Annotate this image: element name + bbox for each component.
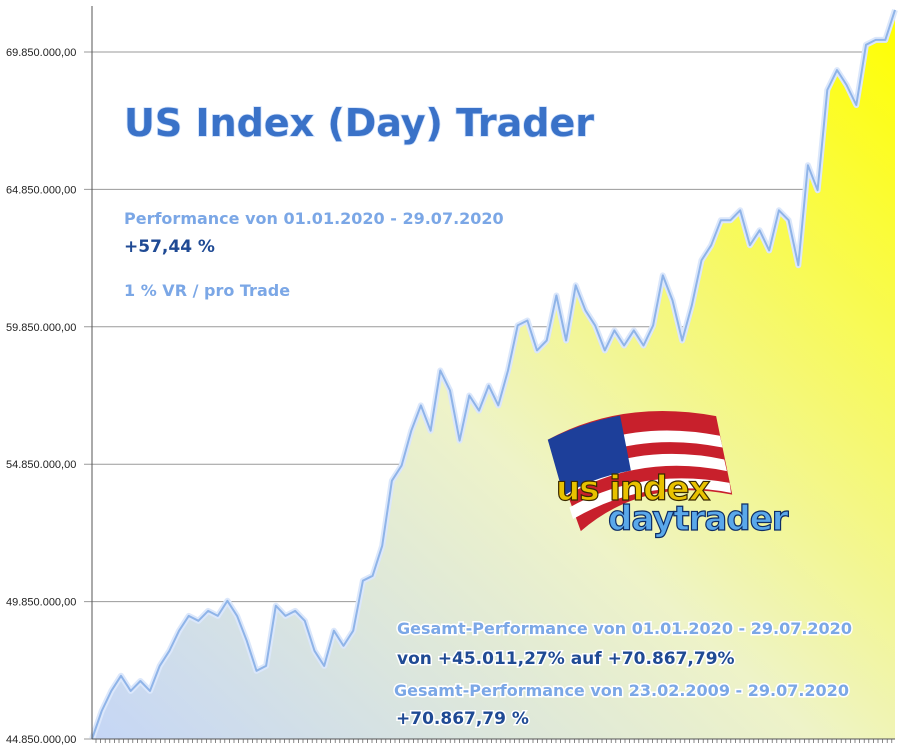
- y-tick-label: 44.850.000,00: [6, 734, 76, 745]
- annotation: +57,44 %: [124, 237, 215, 257]
- line: [91, 9, 896, 740]
- y-tick-label: 54.850.000,00: [6, 459, 76, 471]
- y-tick-label: 49.850.000,00: [6, 597, 76, 609]
- annotation: von +45.011,27% auf +70.867,79%: [397, 649, 735, 669]
- x-axis-ticks: [95, 739, 893, 743]
- annotation: Performance von 01.01.2020 - 29.07.2020: [124, 209, 504, 228]
- y-tick-label: 64.850.000,00: [6, 184, 76, 196]
- chart-title: US Index (Day) Trader: [124, 101, 594, 145]
- logo: [547, 411, 733, 532]
- annotation: Gesamt-Performance von 01.01.2020 - 29.0…: [397, 619, 852, 638]
- annotation: +70.867,79 %: [396, 709, 529, 729]
- y-tick-label: 69.850.000,00: [6, 47, 76, 59]
- y-tick-label: 59.850.000,00: [6, 322, 76, 334]
- annotation: Gesamt-Performance von 23.02.2009 - 29.0…: [394, 681, 849, 700]
- area: [92, 9, 895, 739]
- grid: 44.850.000,00 49.850.000,00 54.850.000,00 5…: [6, 47, 895, 745]
- flag-canton: [547, 415, 631, 497]
- logo-text: daytrader: [608, 499, 789, 539]
- annotation: 1 % VR / pro Trade: [124, 281, 290, 300]
- plot: [89, 8, 898, 740]
- logo-text: us index: [556, 469, 711, 509]
